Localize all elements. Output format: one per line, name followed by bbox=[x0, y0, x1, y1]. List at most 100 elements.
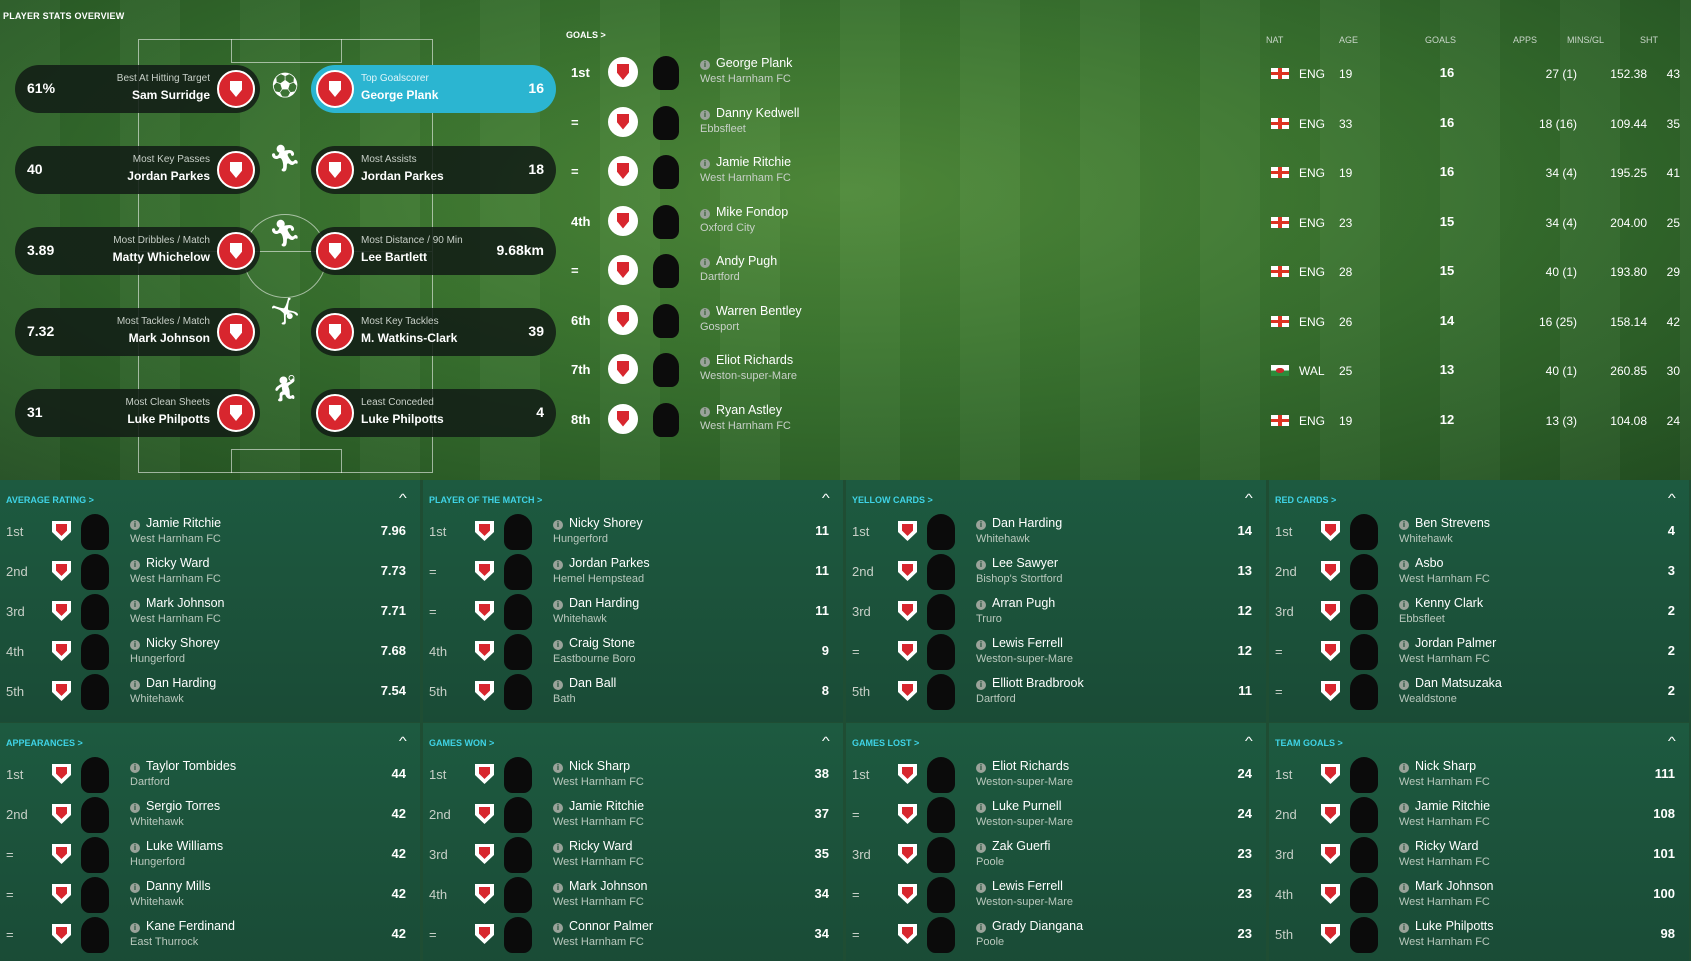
goals-table-row[interactable]: 6th Warren Bentley Gosport ENG 26 14 16 (25) 15… bbox=[562, 296, 1691, 346]
list-item[interactable]: 3rd Zak Guerfi Poole 23 bbox=[846, 834, 1266, 874]
club-name-link[interactable]: Hemel Hempstead bbox=[553, 573, 645, 585]
player-name-link[interactable]: Nick Sharp bbox=[553, 759, 630, 773]
player-name-link[interactable]: George Plank bbox=[700, 56, 792, 70]
list-item[interactable]: 2nd Lee Sawyer Bishop's Stortford 13 bbox=[846, 551, 1266, 591]
club-name-link[interactable]: Weston-super-Mare bbox=[976, 816, 1073, 828]
player-name-link[interactable]: Jordan Parkes bbox=[553, 556, 650, 570]
list-item[interactable]: 3rd Kenny Clark Ebbsfleet 2 bbox=[1269, 591, 1689, 631]
player-name-link[interactable]: Ricky Ward bbox=[1399, 839, 1478, 853]
stat-player-name[interactable]: Luke Philpotts bbox=[361, 412, 444, 426]
panel-title-link[interactable]: PLAYER OF THE MATCH > bbox=[429, 495, 543, 505]
club-name-link[interactable]: Whitehawk bbox=[1399, 533, 1453, 545]
player-name-link[interactable]: Dan Ball bbox=[553, 676, 616, 690]
list-item[interactable]: = Lewis Ferrell Weston-super-Mare 23 bbox=[846, 874, 1266, 914]
stat-pill-5[interactable]: 3.89 Most Dribbles / Match Matty Whichelow bbox=[15, 227, 260, 275]
stat-pill-3[interactable]: 40 Most Key Passes Jordan Parkes bbox=[15, 146, 260, 194]
club-name-link[interactable]: Whitehawk bbox=[130, 896, 184, 908]
player-name-link[interactable]: Taylor Tombides bbox=[130, 759, 236, 773]
panel-title-link[interactable]: APPEARANCES > bbox=[6, 738, 83, 748]
stat-player-name[interactable]: Jordan Parkes bbox=[361, 169, 444, 183]
list-item[interactable]: 1st Dan Harding Whitehawk 14 bbox=[846, 511, 1266, 551]
list-item[interactable]: = Jordan Palmer West Harnham FC 2 bbox=[1269, 631, 1689, 671]
panel-title-link[interactable]: TEAM GOALS > bbox=[1275, 738, 1343, 748]
club-name-link[interactable]: Whitehawk bbox=[130, 693, 184, 705]
list-item[interactable]: 5th Dan Ball Bath 8 bbox=[423, 671, 843, 711]
player-name-link[interactable]: Nick Sharp bbox=[1399, 759, 1476, 773]
col-nat[interactable]: NAT bbox=[1266, 35, 1284, 45]
stat-player-name[interactable]: George Plank bbox=[361, 88, 439, 102]
player-name-link[interactable]: Ben Strevens bbox=[1399, 516, 1490, 530]
club-name-link[interactable]: West Harnham FC bbox=[553, 896, 644, 908]
club-name-link[interactable]: Hungerford bbox=[553, 533, 609, 545]
player-name-link[interactable]: Nicky Shorey bbox=[553, 516, 643, 530]
list-item[interactable]: = Grady Diangana Poole 23 bbox=[846, 914, 1266, 954]
goals-table-row[interactable]: 7th Eliot Richards Weston-super-Mare WAL 25 1… bbox=[562, 345, 1691, 395]
player-name-link[interactable]: Jamie Ritchie bbox=[1399, 799, 1490, 813]
stat-pill-10[interactable]: 4 Least Conceded Luke Philpotts bbox=[311, 389, 556, 437]
chevron-up-icon[interactable]: ^ bbox=[1668, 734, 1677, 748]
list-item[interactable]: 1st Eliot Richards Weston-super-Mare 24 bbox=[846, 754, 1266, 794]
col-mins-per-goal[interactable]: MINS/GL bbox=[1567, 35, 1605, 45]
club-name-link[interactable]: Weston-super-Mare bbox=[976, 653, 1073, 665]
chevron-up-icon[interactable]: ^ bbox=[1668, 491, 1677, 505]
list-item[interactable]: 5th Luke Philpotts West Harnham FC 98 bbox=[1269, 914, 1689, 954]
club-name-link[interactable]: Whitehawk bbox=[976, 533, 1030, 545]
club-name-link[interactable]: Weston-super-Mare bbox=[976, 776, 1073, 788]
list-item[interactable]: 3rd Mark Johnson West Harnham FC 7.71 bbox=[0, 591, 420, 631]
list-item[interactable]: = Jordan Parkes Hemel Hempstead 11 bbox=[423, 551, 843, 591]
list-item[interactable]: = Dan Harding Whitehawk 11 bbox=[423, 591, 843, 631]
list-item[interactable]: 1st Ben Strevens Whitehawk 4 bbox=[1269, 511, 1689, 551]
col-age[interactable]: AGE bbox=[1339, 35, 1359, 45]
club-name-link[interactable]: Weston-super-Mare bbox=[976, 896, 1073, 908]
list-item[interactable]: 3rd Arran Pugh Truro 12 bbox=[846, 591, 1266, 631]
club-name-link[interactable]: Hungerford bbox=[130, 856, 186, 868]
club-name-link[interactable]: Oxford City bbox=[700, 221, 756, 234]
player-name-link[interactable]: Luke Philpotts bbox=[1399, 919, 1494, 933]
list-item[interactable]: 5th Elliott Bradbrook Dartford 11 bbox=[846, 671, 1266, 711]
player-name-link[interactable]: Connor Palmer bbox=[553, 919, 653, 933]
goals-section-link[interactable]: GOALS > bbox=[566, 30, 606, 40]
club-name-link[interactable]: West Harnham FC bbox=[130, 613, 221, 625]
club-name-link[interactable]: Gosport bbox=[700, 320, 740, 333]
list-item[interactable]: = Dan Matsuzaka Wealdstone 2 bbox=[1269, 671, 1689, 711]
goals-table-row[interactable]: = Danny Kedwell Ebbsfleet ENG 33 16 18 (16) 109… bbox=[562, 98, 1691, 148]
player-name-link[interactable]: Ryan Astley bbox=[700, 403, 782, 417]
list-item[interactable]: = Kane Ferdinand East Thurrock 42 bbox=[0, 914, 420, 954]
list-item[interactable]: 4th Nicky Shorey Hungerford 7.68 bbox=[0, 631, 420, 671]
list-item[interactable]: 4th Craig Stone Eastbourne Boro 9 bbox=[423, 631, 843, 671]
list-item[interactable]: 2nd Sergio Torres Whitehawk 42 bbox=[0, 794, 420, 834]
club-name-link[interactable]: Poole bbox=[976, 856, 1005, 868]
club-name-link[interactable]: East Thurrock bbox=[130, 936, 199, 948]
list-item[interactable]: 1st Jamie Ritchie West Harnham FC 7.96 bbox=[0, 511, 420, 551]
club-name-link[interactable]: West Harnham FC bbox=[700, 172, 791, 184]
stat-player-name[interactable]: Matty Whichelow bbox=[112, 250, 210, 264]
club-name-link[interactable]: Whitehawk bbox=[553, 613, 607, 625]
club-name-link[interactable]: West Harnham FC bbox=[130, 533, 221, 545]
player-name-link[interactable]: Sergio Torres bbox=[130, 799, 220, 813]
club-name-link[interactable]: Eastbourne Boro bbox=[553, 653, 636, 665]
goals-table-row[interactable]: = Jamie Ritchie West Harnham FC ENG 19 16 34 (… bbox=[562, 147, 1691, 197]
player-name-link[interactable]: Dan Harding bbox=[553, 596, 639, 610]
club-name-link[interactable]: West Harnham FC bbox=[1399, 653, 1490, 665]
stat-player-name[interactable]: Lee Bartlett bbox=[361, 250, 428, 264]
panel-title-link[interactable]: AVERAGE RATING > bbox=[6, 495, 94, 505]
player-name-link[interactable]: Eliot Richards bbox=[976, 759, 1069, 773]
club-name-link[interactable]: West Harnham FC bbox=[700, 419, 791, 432]
list-item[interactable]: = Lewis Ferrell Weston-super-Mare 12 bbox=[846, 631, 1266, 671]
stat-pill-8[interactable]: 39 Most Key Tackles M. Watkins-Clark bbox=[311, 308, 556, 356]
list-item[interactable]: 2nd Jamie Ritchie West Harnham FC 108 bbox=[1269, 794, 1689, 834]
player-name-link[interactable]: Jamie Ritchie bbox=[700, 155, 791, 169]
player-name-link[interactable]: Warren Bentley bbox=[700, 304, 802, 318]
list-item[interactable]: 1st Nick Sharp West Harnham FC 38 bbox=[423, 754, 843, 794]
club-name-link[interactable]: West Harnham FC bbox=[1399, 816, 1490, 828]
list-item[interactable]: = Connor Palmer West Harnham FC 34 bbox=[423, 914, 843, 954]
goals-table-row[interactable]: 1st George Plank West Harnham FC ENG 19 16 27 … bbox=[562, 48, 1691, 98]
club-name-link[interactable]: Whitehawk bbox=[130, 816, 184, 828]
player-name-link[interactable]: Mark Johnson bbox=[130, 596, 225, 610]
club-name-link[interactable]: Dartford bbox=[700, 271, 740, 283]
club-name-link[interactable]: Wealdstone bbox=[1399, 693, 1457, 705]
chevron-up-icon[interactable]: ^ bbox=[822, 734, 831, 748]
panel-title-link[interactable]: RED CARDS > bbox=[1275, 495, 1337, 505]
club-name-link[interactable]: West Harnham FC bbox=[1399, 856, 1490, 868]
player-name-link[interactable]: Dan Matsuzaka bbox=[1399, 676, 1502, 690]
